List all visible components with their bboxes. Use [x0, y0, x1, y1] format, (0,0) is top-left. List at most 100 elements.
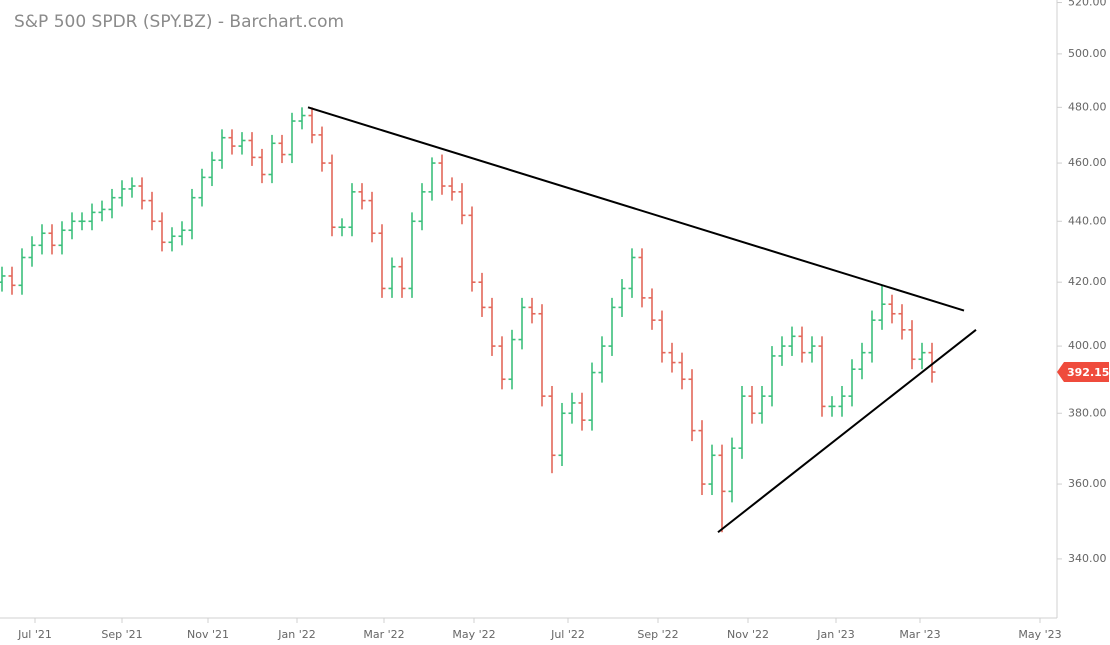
ohlc-bar: [188, 188, 196, 240]
ohlc-bar: [788, 326, 796, 356]
x-tick-label: Jul '22: [550, 628, 585, 641]
ohlc-bar: [928, 342, 936, 383]
ohlc-bar: [8, 266, 16, 295]
x-tick-label: Nov '21: [187, 628, 229, 641]
ohlc-bar: [518, 297, 526, 350]
ohlc-bar: [488, 297, 496, 356]
ohlc-bar: [338, 218, 346, 237]
ohlc-bar: [768, 346, 776, 407]
ohlc-bar: [348, 183, 356, 237]
ohlc-bar: [458, 183, 466, 225]
ohlc-bar: [258, 148, 266, 184]
ohlc-bar: [838, 385, 846, 417]
ohlc-bar: [508, 329, 516, 390]
trend-line: [717, 329, 977, 534]
trend-line: [307, 106, 965, 312]
ohlc-bar: [398, 257, 406, 298]
ohlc-bar: [878, 285, 886, 330]
x-tick-label: Sep '22: [637, 628, 678, 641]
y-tick-label: 480.00: [1068, 100, 1107, 113]
ohlc-bar: [578, 392, 586, 431]
ohlc-bar: [168, 227, 176, 252]
ohlc-bar: [388, 257, 396, 298]
x-tick-label: Mar '22: [363, 628, 404, 641]
ohlc-bar: [298, 107, 306, 130]
ohlc-bar: [698, 420, 706, 496]
x-tick-label: Jul '21: [17, 628, 52, 641]
y-tick-label: 360.00: [1068, 477, 1107, 490]
y-tick-label: 460.00: [1068, 156, 1107, 169]
ohlc-bar: [828, 396, 836, 417]
x-tick-label: Sep '21: [101, 628, 142, 641]
ohlc-bar: [438, 154, 446, 195]
ohlc-bar: [608, 297, 616, 356]
ohlc-bar: [528, 297, 536, 324]
x-tick-label: Nov '22: [727, 628, 769, 641]
x-tick-label: May '23: [1018, 628, 1061, 641]
ohlc-bar: [598, 336, 606, 383]
ohlc-bar: [238, 132, 246, 155]
ohlc-bar: [498, 336, 506, 390]
x-tick-label: Jan '23: [816, 628, 854, 641]
ohlc-bar: [378, 224, 386, 298]
ohlc-bar: [108, 188, 116, 219]
ohlc-bar: [138, 177, 146, 210]
ohlc-bar: [478, 272, 486, 317]
ohlc-bar: [148, 191, 156, 231]
x-tick-label: May '22: [452, 628, 495, 641]
ohlc-bar: [908, 320, 916, 370]
ohlc-bar: [28, 236, 36, 267]
ohlc-bar: [48, 224, 56, 255]
ohlc-bar: [758, 385, 766, 424]
ohlc-bar: [18, 248, 26, 295]
ohlc-bar: [218, 129, 226, 169]
y-tick-label: 500.00: [1068, 47, 1107, 60]
ohlc-bar: [208, 151, 216, 187]
ohlc-bar: [358, 183, 366, 210]
ohlc-bar: [628, 248, 636, 298]
ohlc-bar: [728, 437, 736, 503]
ohlc-bar: [638, 248, 646, 308]
x-tick-label: Mar '23: [899, 628, 940, 641]
ohlc-bar: [428, 157, 436, 201]
ohlc-bar: [538, 304, 546, 407]
ohlc-bar: [738, 385, 746, 459]
ohlc-bar: [548, 385, 556, 474]
ohlc-bar: [368, 191, 376, 243]
ohlc-bar: [468, 206, 476, 292]
y-tick-label: 400.00: [1068, 339, 1107, 352]
ohlc-bar: [328, 154, 336, 237]
ohlc-bar: [178, 221, 186, 246]
ohlc-bar: [648, 288, 656, 330]
ohlc-bar: [88, 203, 96, 231]
ohlc-bar: [228, 129, 236, 155]
ohlc-bar: [408, 212, 416, 298]
ohlc-bar: [98, 200, 106, 222]
ohlc-bar: [198, 168, 206, 207]
ohlc-bar: [718, 444, 726, 533]
ohlc-bar: [798, 326, 806, 363]
ohlc-bar: [288, 112, 296, 164]
ohlc-bar: [58, 221, 66, 255]
x-tick-label: Jan '22: [277, 628, 315, 641]
ohlc-bar: [268, 134, 276, 184]
ohlc-bar: [278, 134, 286, 164]
ohlc-bar: [38, 224, 46, 255]
ohlc-bar: [658, 310, 666, 363]
ohlc-bar: [818, 336, 826, 417]
y-tick-label: 340.00: [1068, 552, 1107, 565]
ohlc-bar: [708, 444, 716, 496]
ohlc-bar: [308, 107, 316, 144]
ohlc-bar: [128, 177, 136, 198]
chart-title: S&P 500 SPDR (SPY.BZ) - Barchart.com: [14, 12, 344, 32]
ohlc-bar: [688, 369, 696, 442]
ohlc-bar: [448, 177, 456, 201]
ohlc-bar: [888, 294, 896, 324]
ohlc-bar: [248, 132, 256, 166]
ohlc-bar: [418, 183, 426, 231]
ohlc-bar: [848, 359, 856, 407]
ohlc-bar: [118, 180, 126, 207]
